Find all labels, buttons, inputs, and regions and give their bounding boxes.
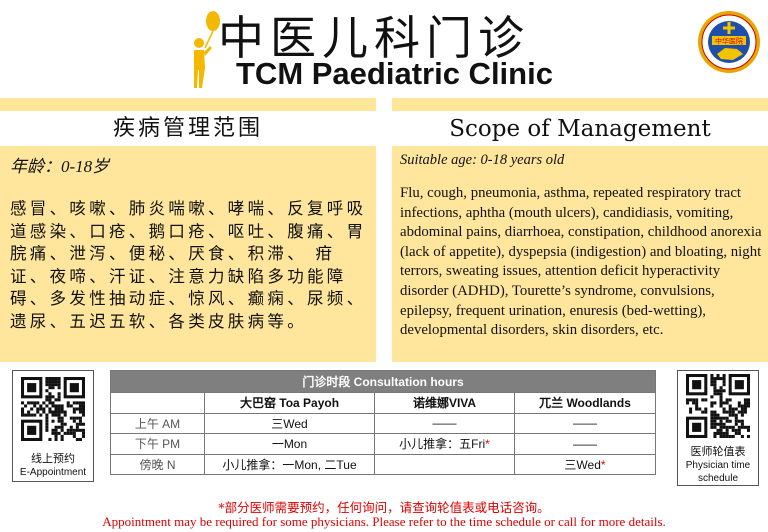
footer-note-cn: *部分医师需要预约，任何询问，请查询轮值表或电话咨询。	[218, 500, 550, 515]
table-title: 门诊时段 Consultation hours	[110, 370, 656, 393]
physician-schedule-qr-card[interactable]: 医师轮值表 Physician time schedule	[677, 370, 759, 486]
consultation-hours-table: 门诊时段 Consultation hours 大巴窑 Toa Payoh 诺维…	[110, 370, 656, 475]
column-header	[110, 392, 205, 414]
table-cell	[374, 453, 515, 475]
table-cell: 三Wed	[204, 412, 375, 434]
title-english: TCM Paediatric Clinic	[236, 56, 553, 91]
conditions-cn: 感冒、咳嗽、肺炎喘嗽、哮喘、反复呼吸道感染、口疮、鹅口疮、呕吐、腹痛、胃脘痛、泄…	[10, 199, 367, 331]
table-cell: ——	[374, 412, 515, 434]
right-accent-bar	[392, 98, 768, 111]
table-cell: ——	[514, 412, 656, 434]
right-panel	[392, 146, 768, 362]
institution-logo: 中华医院	[698, 11, 760, 73]
e-appointment-qr-card[interactable]: 线上预约 E-Appointment	[12, 370, 94, 482]
age-en: Suitable age: 0-18 years old	[400, 152, 565, 168]
title-chinese: 中医儿科门诊	[218, 11, 530, 65]
qr-label-en: Physician time schedule	[685, 460, 751, 484]
column-header: 大巴窑 Toa Payoh	[204, 392, 375, 414]
qr-code-icon[interactable]	[683, 374, 753, 438]
child-balloon-icon	[194, 11, 220, 88]
left-panel	[0, 146, 376, 362]
footer-note-en: Appointment may be required for some phy…	[102, 514, 666, 529]
table-cell: 一Mon	[204, 433, 375, 455]
table-row: 上午 AM 三Wed —— ——	[110, 412, 656, 434]
qr-label-cn: 线上预约	[31, 453, 75, 465]
qr-label-en: E-Appointment	[19, 467, 87, 478]
table-cell: 三Wed*	[514, 453, 656, 475]
left-accent-bar	[0, 98, 376, 111]
column-header: 诺维娜VIVA	[374, 392, 515, 414]
table-cell: 小儿推拿：五Fri*	[374, 433, 515, 455]
conditions-en: Flu, cough, pneumonia, asthma, repeated …	[400, 185, 762, 339]
row-label: 傍晚 N	[110, 453, 205, 475]
column-header: 兀兰 Woodlands	[514, 392, 656, 414]
qr-label-cn: 医师轮值表	[690, 446, 746, 458]
left-heading: 疾病管理范围	[112, 116, 263, 141]
svg-text:中华医院: 中华医院	[715, 37, 743, 46]
asterisk: *	[485, 437, 490, 452]
table-row: 傍晚 N 小儿推拿：一Mon, 二Tue 三Wed*	[110, 453, 656, 475]
right-heading: Scope of Management	[449, 116, 711, 142]
table-cell: 小儿推拿：一Mon, 二Tue	[204, 453, 375, 475]
asterisk: *	[600, 457, 606, 472]
row-label: 下午 PM	[110, 433, 205, 455]
table-row: 下午 PM 一Mon 小儿推拿：五Fri* ——	[110, 433, 656, 455]
table-cell: ——	[514, 433, 656, 455]
age-cn: 年龄：0-18岁	[10, 157, 110, 176]
qr-code-icon[interactable]	[21, 377, 85, 441]
row-label: 上午 AM	[110, 412, 205, 434]
